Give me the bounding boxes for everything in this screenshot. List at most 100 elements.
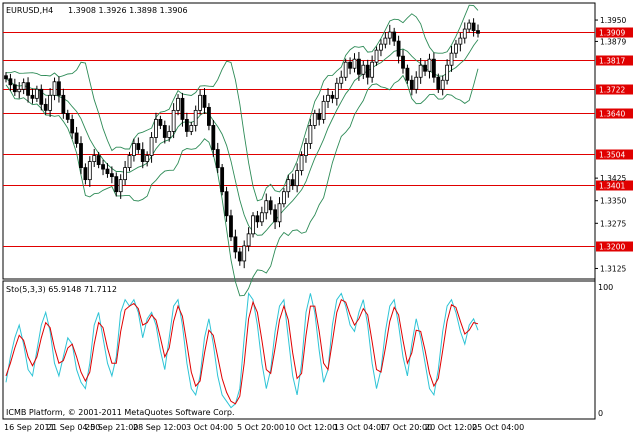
lower-band-line (5, 68, 479, 297)
candle-body (87, 161, 92, 181)
candle-body (431, 58, 436, 78)
candle-body (123, 167, 128, 181)
candle-body (418, 64, 423, 78)
candle-body (180, 97, 185, 120)
candle-body (8, 78, 13, 86)
candle-body (321, 100, 326, 120)
x-tick-label: 10 Oct 12:00 (285, 423, 337, 432)
candle-body (339, 76, 344, 84)
stochastic-frame (2, 280, 596, 420)
candle-body (449, 52, 454, 66)
candle-body (264, 200, 269, 214)
candle-body (215, 149, 220, 168)
candle-body (158, 119, 163, 126)
upper-band-line (6, 4, 479, 202)
candle-body (286, 179, 291, 193)
candle-body (96, 155, 101, 165)
candle-body (423, 64, 427, 72)
candle-body (427, 58, 432, 72)
candle-body (154, 119, 158, 138)
level-price-label: 1.3722 (599, 86, 625, 95)
candle-body (282, 191, 286, 205)
candle-body (246, 233, 251, 247)
candle-body (21, 82, 26, 90)
x-tick-label: 20 Oct 12:00 (425, 423, 477, 432)
candle-body (207, 106, 211, 126)
candle-body (334, 82, 339, 99)
candle-body (229, 215, 233, 238)
candle-body (105, 168, 110, 175)
stochastic-max-label: 100 (598, 283, 613, 292)
candle-body (233, 236, 238, 253)
level-price-box (596, 180, 633, 191)
stochastic-main-line (5, 292, 479, 409)
level-price-label: 1.3504 (599, 151, 625, 160)
candle-body (74, 132, 79, 144)
candle-body (401, 55, 405, 69)
level-price-box (596, 241, 633, 252)
candle-body (34, 88, 39, 99)
candle-body (290, 179, 295, 187)
level-price-box (596, 108, 633, 119)
candle-body (356, 58, 361, 75)
candle-body (30, 94, 35, 99)
candle-body (12, 84, 17, 93)
x-tick-label: 16 Sep 2011 (4, 423, 55, 432)
candle-body (445, 64, 450, 81)
stochastic-label: Sto(5,3,3) 65.9148 71.7112 (6, 285, 117, 294)
candle-body (101, 164, 105, 170)
candle-body (273, 209, 277, 223)
candle-body (92, 155, 97, 162)
candle-body (436, 76, 441, 90)
ohlc-values: 1.3908 1.3926 1.3898 1.3906 (68, 6, 188, 15)
x-tick-label: 21 Sep 04:00 (47, 423, 100, 432)
candle-body (136, 143, 141, 150)
candle-body (317, 112, 322, 120)
level-price-label: 1.3640 (599, 110, 625, 119)
candle-body (330, 94, 335, 99)
y-tick-label: 1.3350 (600, 197, 626, 206)
candle-body (454, 43, 458, 54)
candle-body (392, 31, 397, 42)
candle-body (193, 109, 198, 126)
candle-body (361, 64, 366, 75)
level-price-box (596, 27, 633, 38)
candle-body (61, 94, 66, 114)
candle-body (462, 28, 467, 39)
x-tick-label: 3 Oct 04:00 (186, 423, 233, 432)
candle-body (343, 61, 348, 78)
candle-body (26, 82, 30, 96)
level-price-label: 1.3200 (599, 243, 625, 252)
candle-body (4, 75, 8, 80)
candle-body (440, 79, 445, 90)
level-price-box (596, 55, 633, 66)
candle-body (387, 31, 392, 39)
candle-body (242, 245, 247, 262)
x-tick-label: 17 Oct 20:00 (380, 423, 432, 432)
level-price-label: 1.3909 (599, 29, 625, 38)
candle-body (396, 40, 401, 57)
level-price-box (596, 84, 633, 95)
candle-body (198, 94, 202, 111)
x-tick-label: 5 Oct 20:00 (237, 423, 284, 432)
candle-body (383, 37, 388, 45)
candle-body (176, 97, 180, 111)
candle-body (52, 81, 57, 96)
candle-body (237, 251, 242, 262)
candle-body (43, 103, 48, 111)
y-tick-label: 1.3879 (600, 37, 626, 46)
candle-body (277, 203, 282, 223)
candle-body (224, 191, 229, 217)
candle-body (140, 149, 145, 162)
candle-body (48, 94, 53, 111)
candle-body (409, 79, 414, 90)
level-price-box (596, 149, 633, 160)
candle-body (114, 176, 119, 193)
candle-body (17, 88, 22, 93)
y-tick-label: 1.3275 (600, 219, 626, 228)
candle-body (149, 137, 154, 156)
candle-body (145, 155, 150, 162)
candle-body (365, 64, 370, 78)
